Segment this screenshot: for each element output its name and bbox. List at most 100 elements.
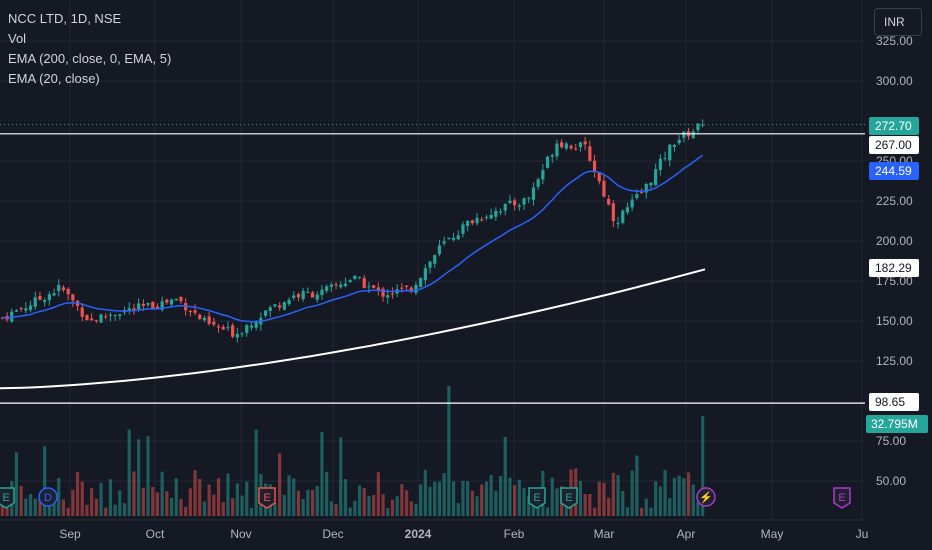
candle-body [663,158,667,160]
volume-bar [677,475,681,516]
candle-body [94,320,98,322]
volume-bar [691,484,695,516]
candle-body [14,310,19,312]
volume-bar [461,480,465,516]
volume-bar [104,507,108,516]
volume-bars [0,386,705,516]
time-axis: Sep Oct Nov Dec 2024 Feb Mar Apr May Ju [0,519,868,541]
candle-body [433,255,437,264]
candle-body [132,308,136,310]
volume-bar [663,469,667,516]
candle-body [249,325,254,328]
candle-body [639,192,644,194]
volume-bar [621,490,625,516]
candle-body [202,317,207,321]
volume-bar [193,470,197,516]
candle-body [550,155,554,157]
candle-body [503,203,507,211]
candle-body [315,294,319,300]
candle-body [193,310,197,313]
volume-bar [57,478,61,516]
candle-body [19,308,23,310]
volume-bar [282,494,286,516]
volume-indicator-label[interactable]: Vol [8,31,27,46]
candle-body [644,183,648,193]
ema20-line [2,154,704,323]
candle-body [165,299,169,303]
horizontal-lines [0,124,865,404]
volume-bar [550,477,554,516]
price-tick-label: 200.00 [876,234,913,248]
candle-body [33,297,37,307]
candle-body [329,284,333,287]
volume-bar [306,489,310,516]
candle-body [423,268,427,281]
volume-bar [221,502,225,516]
volume-bar [235,483,239,516]
svg-text:E: E [263,492,270,504]
time-tick-label: Mar [594,527,615,541]
ema-lines [0,154,706,390]
candle-body [658,158,662,170]
volume-bar [437,481,442,516]
volume-bar [80,481,84,516]
candle-body [419,278,423,287]
volume-bar [545,507,550,516]
candle-body [137,303,141,310]
svg-text:E: E [533,492,540,504]
volume-bar [353,500,357,516]
candle-body [696,123,700,131]
volume-bar [654,481,658,516]
chart-legend: NCC LTD, 1D, NSE Vol EMA (200, close, 0,… [8,9,171,89]
volume-bar [118,490,122,516]
volume-bar [292,478,296,516]
ema20-indicator-label[interactable]: EMA (20, close) [8,71,100,86]
symbol-title[interactable]: NCC LTD, 1D, NSE [8,11,122,26]
candle-body [611,203,615,222]
svg-text:244.59: 244.59 [875,164,912,178]
volume-bar [94,498,98,516]
volume-bar [630,470,634,516]
volume-bar [362,488,366,516]
volume-bar [296,490,301,516]
volume-bar [400,484,404,516]
candle-body [578,142,583,148]
price-tick-label: 50.00 [876,474,906,488]
candle-body [151,302,155,309]
volume-bar [137,439,141,516]
ema200-indicator-label[interactable]: EMA (200, close, 0, EMA, 5) [8,51,172,66]
volume-bar [404,490,409,516]
candle-body [188,311,192,313]
volume-bar [212,494,216,516]
split-marker: ⚡ [696,487,716,507]
volume-bar [325,471,329,516]
volume-bar [226,473,230,516]
volume-bar [414,503,418,516]
svg-text:272.70: 272.70 [875,119,912,133]
candle-body [353,275,357,280]
candle-body [677,139,681,144]
dividend-marker: D [38,487,58,507]
volume-bar [588,493,592,516]
time-tick-label: Apr [677,527,696,541]
volume-bar [649,507,653,516]
candle-body [292,295,296,298]
volume-bar [198,479,202,516]
volume-bar [202,501,207,516]
candle-body [296,294,301,298]
price-tags: 272.70 267.00 244.59 182.29 98.65 32.795M [866,117,928,433]
candle-body [569,145,573,149]
volume-bar [108,479,113,516]
volume-bar [113,504,117,516]
candle-body [348,279,352,283]
candle-body [310,292,315,298]
candle-body [498,211,503,213]
volume-bar [616,475,620,516]
candle-body [160,301,164,310]
volume-bar [625,507,630,516]
volume-bar [320,432,324,516]
volume-bar [527,496,531,516]
volume-bar [254,429,258,516]
currency-button[interactable]: INR [874,8,922,36]
